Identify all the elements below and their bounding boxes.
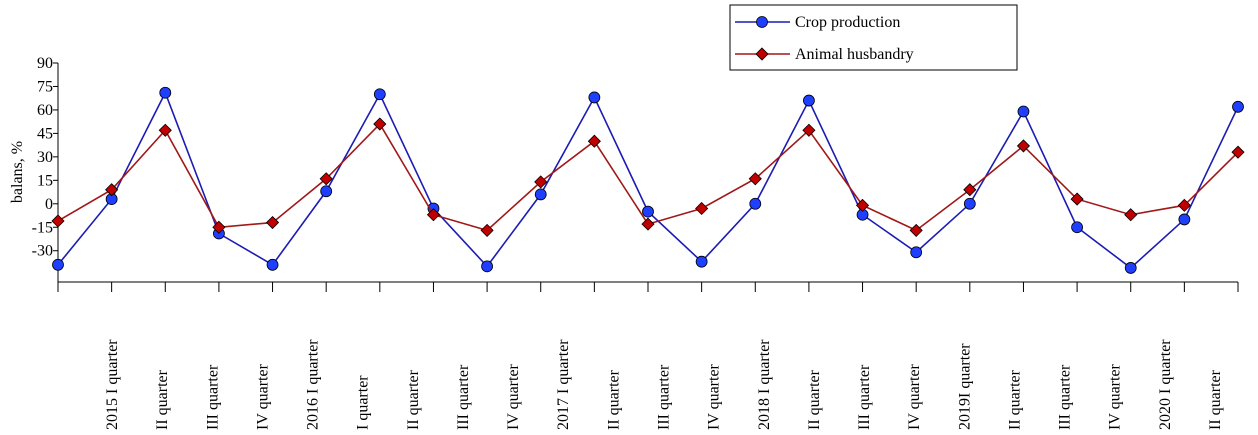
- point: [1016, 139, 1031, 153]
- x-tick-label: 2017 I quarter: [555, 339, 572, 430]
- point: [1178, 213, 1191, 226]
- x-tick-label: II quarter: [405, 369, 422, 430]
- point: [373, 117, 387, 131]
- x-tick-label: III quarter: [1057, 364, 1074, 430]
- y-tick-label: 60: [37, 102, 53, 119]
- y-tick-label: -15: [32, 219, 53, 236]
- point: [320, 185, 333, 198]
- point: [158, 123, 172, 137]
- point: [695, 255, 708, 268]
- point: [909, 223, 923, 237]
- x-tick-label: II quarter: [605, 369, 622, 430]
- point: [641, 217, 655, 231]
- x-tick-label: 2016 I quarter: [305, 339, 322, 430]
- x-tick-label: IV quarter: [706, 363, 723, 430]
- x-tick-label: 2020 I quarter: [1157, 339, 1174, 430]
- x-tick-label: IV quarter: [254, 363, 271, 430]
- point: [1071, 221, 1083, 234]
- point: [855, 198, 870, 212]
- x-tick-label: IV quarter: [906, 363, 923, 430]
- point: [1070, 192, 1084, 206]
- point: [319, 172, 333, 186]
- x-tick-label: I quarter: [355, 375, 372, 430]
- point: [642, 205, 654, 218]
- point: [910, 246, 923, 259]
- point: [1231, 145, 1245, 159]
- legend-box: [729, 4, 1018, 71]
- point: [588, 91, 601, 104]
- legend-label: Animal husbandry: [795, 46, 914, 63]
- y-tick-label: 75: [37, 78, 53, 95]
- y-tick-label: 30: [37, 149, 53, 166]
- series-line: [57, 90, 1239, 269]
- y-axis-label: balans, %: [9, 141, 26, 203]
- x-tick-label: III quarter: [204, 364, 221, 430]
- point: [373, 88, 386, 101]
- point: [534, 188, 547, 201]
- point: [426, 208, 441, 222]
- x-tick-label: II quarter: [154, 369, 171, 430]
- point: [748, 172, 762, 186]
- legend-label: Crop production: [795, 14, 900, 31]
- x-tick-label: III quarter: [656, 364, 673, 430]
- y-tick-label: -30: [32, 243, 53, 260]
- point: [963, 183, 977, 197]
- point: [159, 86, 172, 99]
- point: [1124, 208, 1138, 222]
- x-tick-label: 2019I quarter: [956, 343, 973, 430]
- x-tick-label: IV quarter: [505, 363, 522, 430]
- point: [265, 215, 280, 230]
- point: [963, 197, 976, 210]
- legend-marker: [756, 16, 768, 28]
- y-tick-label: 15: [37, 172, 53, 189]
- y-tick-label: 45: [37, 125, 53, 142]
- point: [695, 201, 709, 216]
- point: [1124, 262, 1137, 274]
- point: [105, 183, 119, 197]
- y-tick-label: 0: [45, 196, 53, 213]
- legend-marker: [755, 47, 769, 61]
- point: [1177, 198, 1191, 212]
- point: [534, 175, 548, 189]
- point: [481, 260, 493, 273]
- x-tick-label: III quarter: [856, 364, 873, 430]
- point: [480, 223, 494, 237]
- x-tick-label: 2018 I quarter: [756, 339, 773, 430]
- point: [587, 134, 601, 148]
- point: [266, 258, 279, 271]
- point: [1017, 105, 1030, 118]
- x-tick-label: III quarter: [455, 364, 472, 430]
- y-tick-label: 90: [37, 55, 53, 72]
- point: [803, 94, 815, 107]
- point: [749, 197, 762, 210]
- x-tick-label: 2015 I quarter: [104, 339, 121, 430]
- x-tick-label: II quarter: [806, 369, 823, 430]
- point: [212, 220, 226, 234]
- x-tick-label: II quarter: [1207, 369, 1224, 430]
- point: [1232, 100, 1244, 113]
- x-tick-label: IV quarter: [1107, 363, 1124, 430]
- point: [802, 123, 816, 137]
- point: [52, 258, 64, 271]
- point: [51, 214, 65, 228]
- x-tick-label: II quarter: [1006, 369, 1023, 430]
